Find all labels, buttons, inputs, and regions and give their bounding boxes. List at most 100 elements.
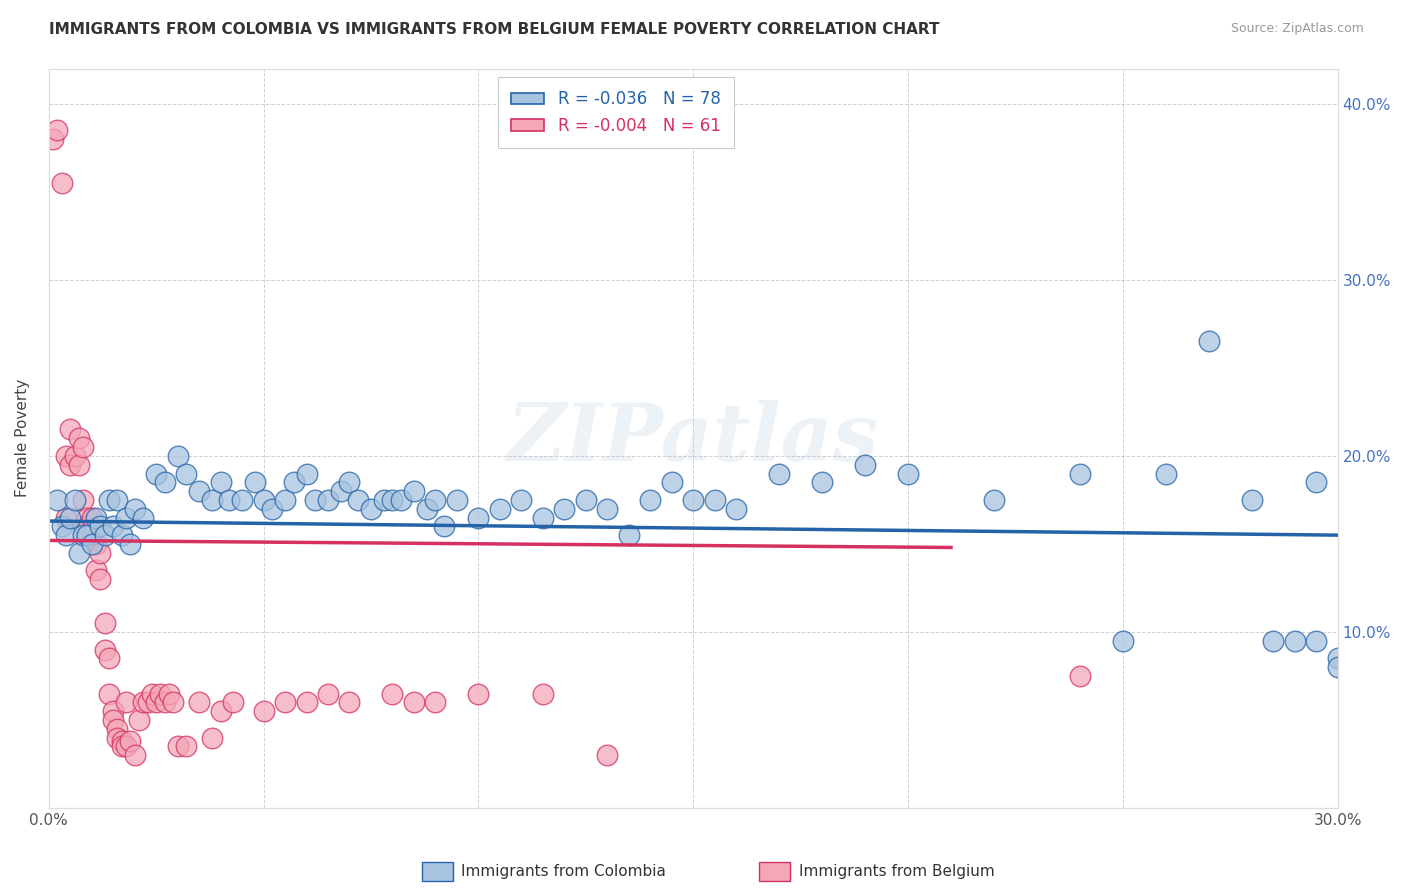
Point xyxy=(1305,633,1327,648)
Point xyxy=(1112,633,1135,648)
Point xyxy=(1069,467,1091,481)
Point xyxy=(243,475,266,490)
Point xyxy=(1326,660,1348,674)
Point xyxy=(59,458,82,472)
Point xyxy=(149,687,172,701)
Point xyxy=(97,687,120,701)
Point xyxy=(295,695,318,709)
Point xyxy=(124,748,146,763)
Point xyxy=(402,484,425,499)
Point xyxy=(84,510,107,524)
Point xyxy=(531,687,554,701)
Point xyxy=(166,449,188,463)
Point xyxy=(103,519,125,533)
Text: IMMIGRANTS FROM COLOMBIA VS IMMIGRANTS FROM BELGIUM FEMALE POVERTY CORRELATION C: IMMIGRANTS FROM COLOMBIA VS IMMIGRANTS F… xyxy=(49,22,939,37)
Point xyxy=(983,492,1005,507)
Point xyxy=(381,687,404,701)
Point xyxy=(360,501,382,516)
Point xyxy=(132,510,155,524)
Point xyxy=(89,546,111,560)
Point xyxy=(446,492,468,507)
Point xyxy=(201,492,224,507)
Point xyxy=(72,528,94,542)
Point xyxy=(209,475,232,490)
Point xyxy=(97,492,120,507)
Point xyxy=(1154,467,1177,481)
Point xyxy=(188,484,211,499)
Point xyxy=(46,492,69,507)
Point xyxy=(115,510,138,524)
Point xyxy=(661,475,683,490)
Point xyxy=(145,467,167,481)
Point xyxy=(596,501,619,516)
Point xyxy=(339,695,361,709)
Point xyxy=(1240,492,1263,507)
Point xyxy=(347,492,370,507)
Point xyxy=(402,695,425,709)
Point xyxy=(510,492,533,507)
Point xyxy=(531,510,554,524)
Point xyxy=(72,492,94,507)
Point xyxy=(329,484,352,499)
Point xyxy=(425,492,447,507)
Point xyxy=(553,501,575,516)
Point xyxy=(63,492,86,507)
Point xyxy=(93,642,115,657)
Point xyxy=(76,528,98,542)
Point xyxy=(339,475,361,490)
Point xyxy=(316,687,339,701)
Point xyxy=(120,734,142,748)
Point xyxy=(84,563,107,577)
Point xyxy=(201,731,224,745)
Point xyxy=(231,492,253,507)
Point xyxy=(80,528,103,542)
Point xyxy=(467,687,489,701)
Point xyxy=(128,713,150,727)
Point xyxy=(97,651,120,665)
Point xyxy=(188,695,211,709)
Point xyxy=(768,467,790,481)
Point xyxy=(84,537,107,551)
Point xyxy=(93,528,115,542)
Point xyxy=(67,546,90,560)
Point xyxy=(222,695,245,709)
Point xyxy=(381,492,404,507)
Point xyxy=(111,528,134,542)
Point xyxy=(1326,651,1348,665)
Point xyxy=(76,510,98,524)
Point xyxy=(853,458,876,472)
Point xyxy=(132,695,155,709)
Point xyxy=(115,695,138,709)
Point xyxy=(115,739,138,754)
Point xyxy=(141,687,163,701)
Point xyxy=(433,519,456,533)
Point xyxy=(80,510,103,524)
Point xyxy=(811,475,834,490)
Point xyxy=(67,431,90,445)
Point xyxy=(162,695,184,709)
Point xyxy=(316,492,339,507)
Y-axis label: Female Poverty: Female Poverty xyxy=(15,379,30,498)
Legend: R = -0.036   N = 78, R = -0.004   N = 61: R = -0.036 N = 78, R = -0.004 N = 61 xyxy=(498,77,734,148)
Point xyxy=(55,510,77,524)
Point xyxy=(166,739,188,754)
Point xyxy=(55,449,77,463)
Point xyxy=(157,687,180,701)
Point xyxy=(42,132,65,146)
Point xyxy=(416,501,439,516)
Point xyxy=(124,501,146,516)
Point xyxy=(489,501,512,516)
Point xyxy=(274,695,297,709)
Point xyxy=(703,492,725,507)
Point xyxy=(304,492,326,507)
Point xyxy=(274,492,297,507)
Point xyxy=(295,467,318,481)
Point xyxy=(46,123,69,137)
Point xyxy=(89,519,111,533)
Point xyxy=(107,492,129,507)
Point xyxy=(103,704,125,718)
Point xyxy=(145,695,167,709)
Point xyxy=(63,449,86,463)
Point xyxy=(136,695,159,709)
Point xyxy=(1069,669,1091,683)
